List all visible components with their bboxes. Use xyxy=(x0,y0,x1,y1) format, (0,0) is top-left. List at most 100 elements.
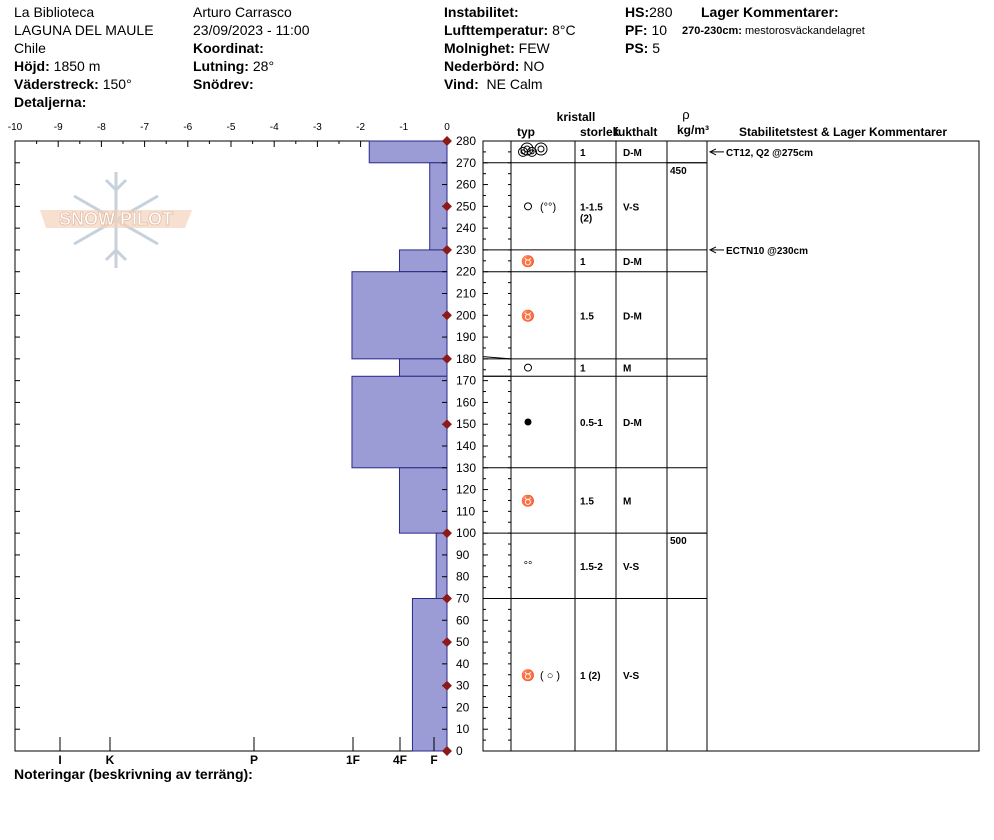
hardness-bar xyxy=(351,375,448,469)
height-tick-label: 120 xyxy=(456,483,476,497)
snowpilot-logo: SNOW PILOT xyxy=(40,172,192,268)
rho-header: ρ xyxy=(682,107,689,122)
surface-crystal-icon xyxy=(520,142,534,156)
height-tick-label: 250 xyxy=(456,199,476,213)
test-arrow-head xyxy=(708,246,717,254)
temperature-point xyxy=(442,746,452,756)
location-name: La Biblioteca xyxy=(14,4,95,20)
height-tick-label: 180 xyxy=(456,352,476,366)
height-tick-label: 10 xyxy=(456,722,470,736)
hardness-bar xyxy=(368,140,448,164)
faceted-crystal-icon: ♉ xyxy=(521,255,535,268)
stability-test-label: CT12, Q2 @275cm xyxy=(726,148,813,159)
temp-tick-label: -1 xyxy=(399,122,408,133)
melt-form-icon xyxy=(524,202,532,211)
height-tick-label: 80 xyxy=(456,570,470,584)
layer-moisture: D-M xyxy=(623,418,642,429)
layer-size: 1-1.5 (2) xyxy=(580,202,603,224)
wet-grains-icon: °° xyxy=(524,560,533,572)
temp-tick-label: -3 xyxy=(313,122,322,133)
height-tick-label: 210 xyxy=(456,287,476,301)
layers-frame xyxy=(482,140,980,752)
temperature-point xyxy=(442,353,452,364)
stability-test-label: ECTN10 @230cm xyxy=(726,246,808,257)
hardness-bar xyxy=(351,271,448,360)
svg-text:SNOW PILOT: SNOW PILOT xyxy=(59,209,173,229)
temperature-point xyxy=(442,528,452,539)
faceted-crystal-icon: ♉ xyxy=(521,669,535,682)
layer-moisture: M xyxy=(623,364,631,375)
test-arrow-head xyxy=(708,148,717,156)
temperature-point xyxy=(442,680,452,691)
size-header: storlek xyxy=(580,125,620,139)
area-name: LAGUNA DEL MAULE xyxy=(14,22,154,38)
terrain-notes-label: Noteringar (beskrivning av terräng): xyxy=(14,766,253,782)
temp-tick-label: -7 xyxy=(140,122,149,133)
height-tick-label: 20 xyxy=(456,700,470,714)
layer-size: 1.5 xyxy=(580,496,594,507)
hardness-tick-label: K xyxy=(106,753,115,767)
layer-size: 1 xyxy=(580,257,586,268)
height-tick-label: 280 xyxy=(456,134,476,148)
precip-field: Nederbörd: NO xyxy=(444,58,545,74)
observation-datetime: 23/09/2023 - 11:00 xyxy=(193,22,310,38)
layer-size: 1 xyxy=(580,148,586,159)
pf-field: PF: 10 xyxy=(625,22,668,38)
secondary-grain-icon: ( ○ ) xyxy=(540,670,560,682)
hardness-bar xyxy=(398,249,448,273)
aspect-field: Väderstreck: 150° xyxy=(14,76,132,92)
temp-tick-label: -9 xyxy=(54,122,63,133)
moisture-header: fukthalt xyxy=(614,125,657,139)
hardness-bar xyxy=(398,467,448,534)
height-tick-label: 90 xyxy=(456,548,470,562)
temp-tick-label: 0 xyxy=(444,122,450,133)
hardness-bar xyxy=(398,358,448,377)
hardness-bar xyxy=(435,532,448,600)
height-tick-label: 260 xyxy=(456,178,476,192)
faceted-crystal-icon: ♉ xyxy=(521,309,535,322)
height-tick-label: 100 xyxy=(456,526,476,540)
layer-moisture: D-M xyxy=(623,148,642,159)
hardness-tick-label: I xyxy=(58,753,61,767)
temperature-point xyxy=(442,244,452,255)
temperature-point xyxy=(442,310,452,321)
temperature-point xyxy=(442,637,452,648)
height-tick-label: 170 xyxy=(456,374,476,388)
instability-label: Instabilitet: xyxy=(444,4,519,20)
hs-field: HS:280 xyxy=(625,4,673,20)
height-tick-label: 190 xyxy=(456,330,476,344)
height-tick-label: 200 xyxy=(456,308,476,322)
ice-grain-icon xyxy=(524,418,532,426)
temperature-point xyxy=(442,419,452,430)
type-header: typ xyxy=(517,125,535,139)
height-tick-label: 270 xyxy=(456,156,476,170)
hardness-tick-label: P xyxy=(250,753,258,767)
height-tick-label: 160 xyxy=(456,395,476,409)
height-tick-label: 150 xyxy=(456,417,476,431)
coordinate-label: Koordinat: xyxy=(193,40,264,56)
height-tick-label: 240 xyxy=(456,221,476,235)
crystal-header: kristall xyxy=(557,110,596,124)
density-value: 450 xyxy=(670,166,687,177)
height-tick-label: 0 xyxy=(456,744,463,758)
layer-moisture: V-S xyxy=(623,562,639,573)
wind-field: Vind: NE Calm xyxy=(444,76,543,92)
ps-field: PS: 5 xyxy=(625,40,661,56)
height-tick-label: 50 xyxy=(456,635,470,649)
temperature-point xyxy=(442,136,452,146)
temperature-point xyxy=(442,593,452,604)
temp-tick-label: -5 xyxy=(227,122,236,133)
height-tick-label: 70 xyxy=(456,592,470,606)
hardness-tick-label: 4F xyxy=(393,753,407,767)
hardness-tick-label: F xyxy=(430,753,437,767)
layer-size: 1.5-2 xyxy=(580,562,603,573)
faceted-crystal-icon: ♉ xyxy=(521,494,535,507)
layer-moisture: M xyxy=(623,496,631,507)
drift-label: Snödrev: xyxy=(193,76,254,92)
sky-field: Molnighet: FEW xyxy=(444,40,550,56)
temperature-point xyxy=(442,201,452,212)
observer-name: Arturo Carrasco xyxy=(193,4,292,20)
height-tick-label: 130 xyxy=(456,461,476,475)
elevation-field: Höjd: 1850 m xyxy=(14,58,101,74)
